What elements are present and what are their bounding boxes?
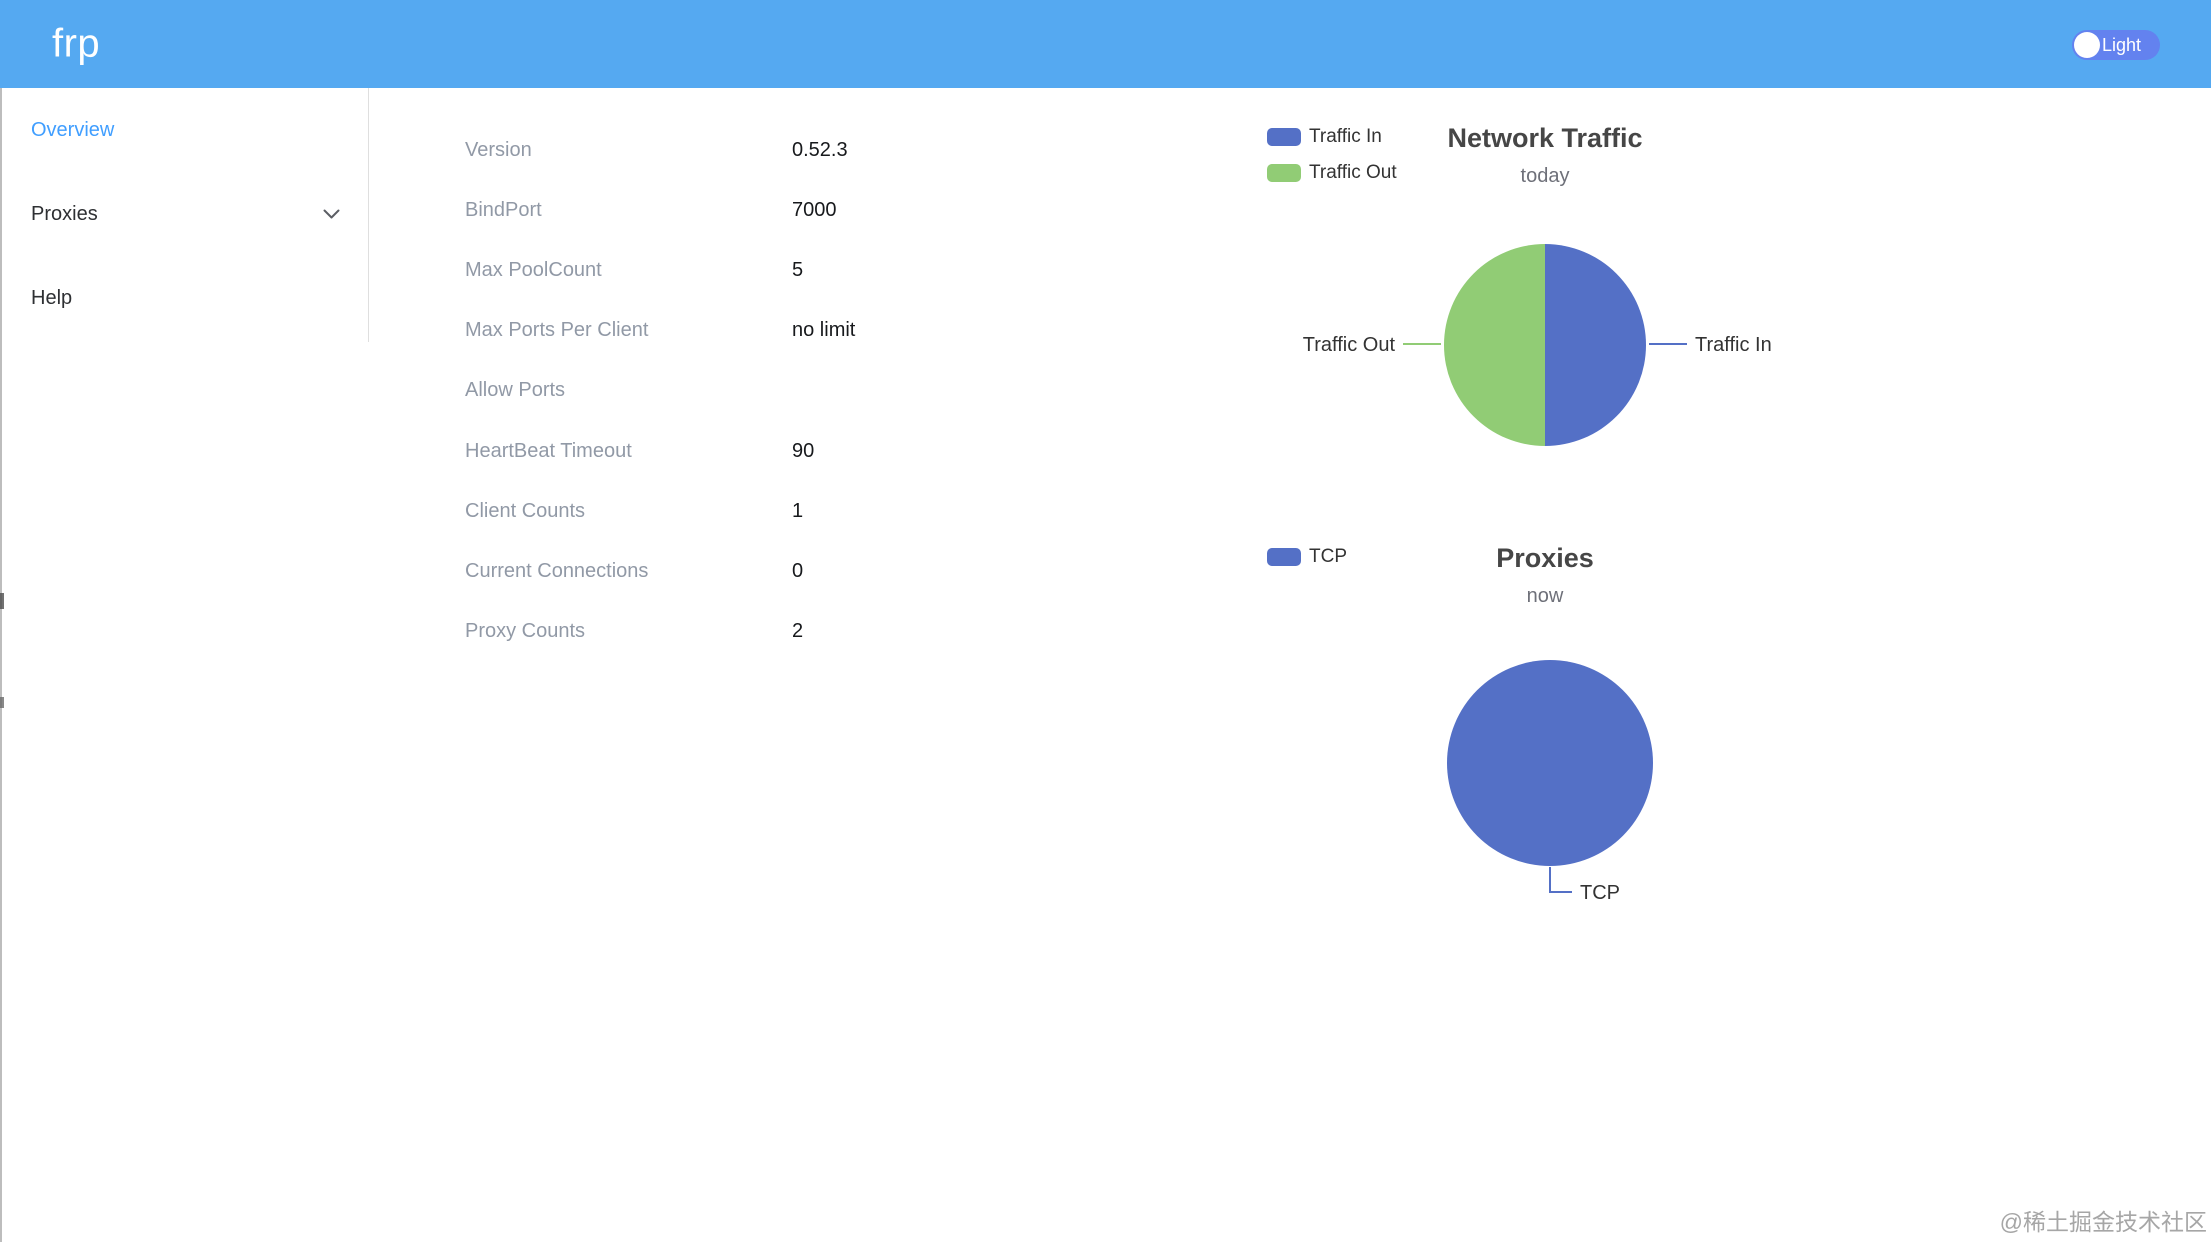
info-value: 90 (792, 439, 815, 462)
info-row-max-ports-per-client: Max Ports Per Client no limit (465, 301, 1205, 361)
info-value: 1 (792, 499, 804, 522)
info-row-heartbeat-timeout: HeartBeat Timeout 90 (465, 421, 1205, 481)
sidebar-item-proxies[interactable]: Proxies (0, 172, 368, 256)
info-label: Max Ports Per Client (465, 319, 649, 342)
pie-label-traffic-out: Traffic Out (1303, 334, 1396, 356)
pie-slice-traffic-out[interactable] (1444, 244, 1545, 446)
sidebar-item-label: Help (31, 286, 73, 309)
legend-item-traffic-in[interactable]: Traffic In (1267, 126, 1397, 147)
pie-label-traffic-in: Traffic In (1695, 334, 1772, 356)
info-row-bindport: BindPort 7000 (465, 180, 1205, 240)
label-line-tcp (1549, 867, 1572, 893)
info-value: 0 (792, 559, 804, 582)
sidebar-item-label: Overview (31, 118, 115, 141)
info-label: Allow Ports (465, 379, 566, 402)
proxies-chart: TCP Proxies now TCP (1240, 520, 1850, 940)
legend-label: TCP (1309, 546, 1347, 567)
pie-slice-traffic-in[interactable] (1545, 244, 1646, 446)
chevron-down-icon (323, 209, 340, 220)
info-value: 7000 (792, 198, 837, 221)
sidebar-item-label: Proxies (31, 202, 98, 225)
screen-edge-artifact (0, 697, 4, 708)
toggle-knob-icon (2074, 32, 2100, 58)
theme-toggle[interactable]: Light (2072, 30, 2160, 60)
pie-slice-tcp[interactable] (1447, 660, 1653, 866)
info-row-max-poolcount: Max PoolCount 5 (465, 240, 1205, 300)
info-label: BindPort (465, 198, 542, 221)
sidebar-item-overview[interactable]: Overview (0, 88, 368, 172)
info-label: Proxy Counts (465, 620, 586, 643)
toggle-label: Light (2102, 34, 2142, 55)
app-header: frp Light (0, 0, 2211, 88)
info-value: 0.52.3 (792, 138, 848, 161)
legend-label: Traffic Out (1309, 162, 1397, 183)
chart-legend: Traffic In Traffic Out (1267, 126, 1397, 200)
server-info-list: Version 0.52.3 BindPort 7000 Max PoolCou… (465, 120, 1205, 662)
info-value: 2 (792, 620, 804, 643)
info-label: Version (465, 138, 532, 161)
chart-subtitle: today (1520, 165, 1570, 187)
chart-subtitle: now (1526, 585, 1564, 607)
screen-edge-artifact (0, 593, 4, 609)
chart-title: Proxies (1496, 543, 1594, 573)
network-traffic-chart: Traffic In Traffic Out Network Traffic t… (1240, 100, 1850, 520)
info-row-client-counts: Client Counts 1 (465, 481, 1205, 541)
info-label: HeartBeat Timeout (465, 439, 632, 462)
info-row-proxy-counts: Proxy Counts 2 (465, 602, 1205, 662)
chart-legend: TCP (1267, 546, 1347, 584)
watermark: @稀土掘金技术社区 (1999, 1209, 2207, 1235)
chart-title: Network Traffic (1447, 123, 1643, 153)
screen-edge-line (0, 88, 2, 1242)
legend-label: Traffic In (1309, 126, 1382, 147)
proxies-pie: TCP (1447, 660, 1653, 904)
info-value: 5 (792, 258, 804, 281)
network-traffic-pie: Traffic Out Traffic In (1303, 244, 1772, 446)
legend-swatch-icon (1267, 128, 1301, 146)
pie-label-tcp: TCP (1580, 882, 1620, 904)
info-row-allow-ports: Allow Ports (465, 361, 1205, 421)
info-label: Client Counts (465, 499, 586, 522)
sidebar: Overview Proxies Help (0, 88, 369, 342)
info-row-version: Version 0.52.3 (465, 120, 1205, 180)
info-value: no limit (792, 319, 856, 342)
info-label: Max PoolCount (465, 258, 602, 281)
legend-item-traffic-out[interactable]: Traffic Out (1267, 162, 1397, 183)
sidebar-item-help[interactable]: Help (0, 256, 368, 340)
info-row-current-connections: Current Connections 0 (465, 541, 1205, 601)
legend-swatch-icon (1267, 548, 1301, 566)
legend-item-tcp[interactable]: TCP (1267, 546, 1347, 567)
app-logo: frp (52, 21, 101, 66)
legend-swatch-icon (1267, 164, 1301, 182)
info-label: Current Connections (465, 559, 649, 582)
